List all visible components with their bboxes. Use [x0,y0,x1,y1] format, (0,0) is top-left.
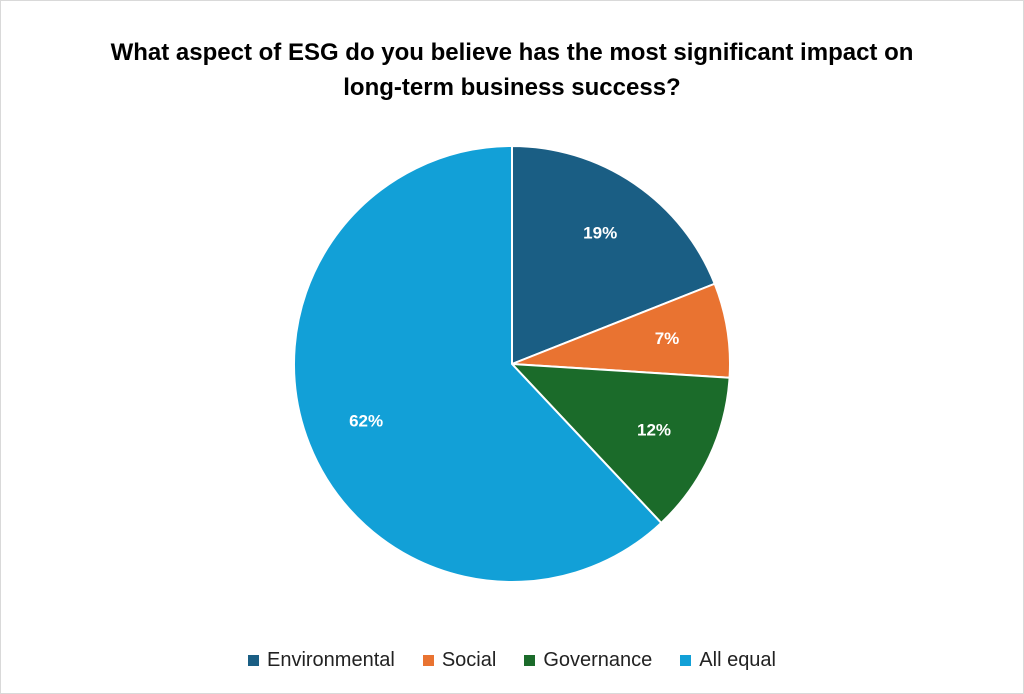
legend-swatch [422,654,434,666]
data-label-governance: 12% [637,420,671,439]
legend-swatch [680,654,692,666]
data-label-environmental: 19% [583,224,617,243]
chart-title-line-2: long-term business success? [343,74,681,101]
pie-slice-environmental [511,145,716,365]
legend-label: Social [441,648,497,671]
data-label-all-equal: 62% [349,411,383,430]
legend-label: Governance [543,648,653,671]
pie-slice-governance [511,363,731,524]
legend-item-all-equal: All equal [680,649,776,672]
data-label-social: 7% [655,329,680,348]
legend-label: All equal [699,648,776,671]
pie-slice-all-equal [293,145,663,583]
chart-legend: Environmental Social Governance All equal [0,648,1024,672]
legend-item-governance: Governance [524,649,652,672]
chart-title-line-1: What aspect of ESG do you believe has th… [110,39,914,66]
legend-item-social: Social [422,648,497,672]
legend-item-environmental: Environmental [247,648,395,672]
legend-label: Environmental [266,648,395,671]
legend-swatch [247,654,259,666]
legend-swatch [524,654,536,666]
chart-title: What aspect of ESG do you believe has th… [61,35,963,105]
